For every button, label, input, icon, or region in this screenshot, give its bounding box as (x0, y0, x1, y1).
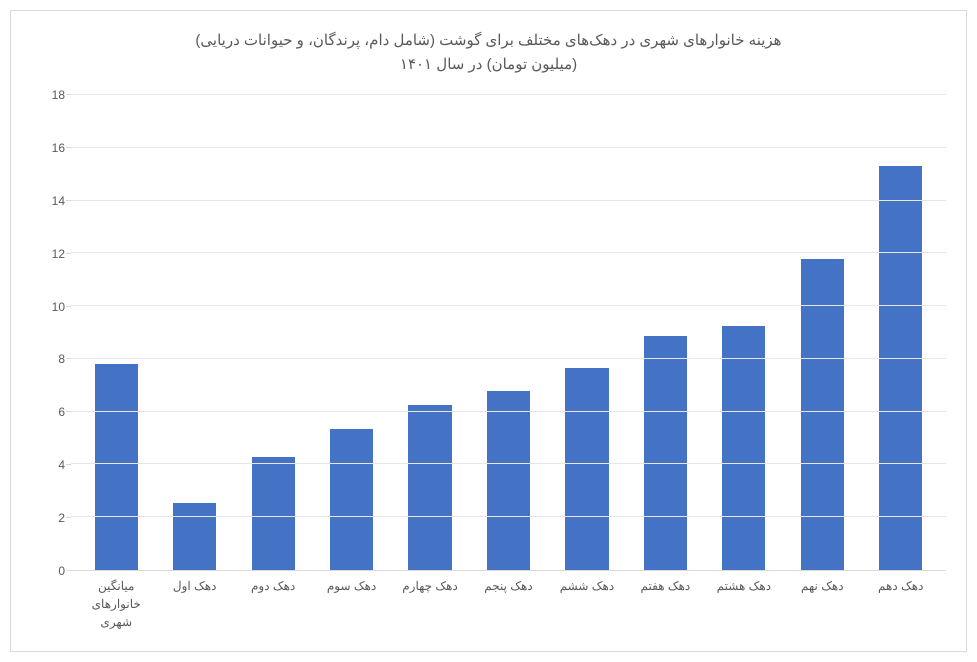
bar (565, 368, 608, 570)
y-tick-label: 10 (52, 300, 65, 314)
bar-slot (548, 95, 626, 570)
y-axis: 024681012141618 (31, 95, 71, 571)
bar (95, 364, 138, 570)
x-label: دهک سوم (312, 571, 390, 631)
plot-area (71, 95, 946, 571)
bar (722, 326, 765, 570)
bar (173, 503, 216, 570)
bar-slot (312, 95, 390, 570)
y-tick-label: 2 (58, 511, 65, 525)
y-tick-label: 16 (52, 141, 65, 155)
bar (330, 429, 373, 570)
x-label: دهک هفتم (626, 571, 704, 631)
bar-slot (705, 95, 783, 570)
y-tick-label: 14 (52, 194, 65, 208)
x-label: دهک ششم (548, 571, 626, 631)
chart-title-line2: (میلیون تومان) در سال ۱۴۰۱ (31, 53, 946, 77)
chart-title-line1: هزینه خانوارهای شهری در دهک‌های مختلف بر… (31, 29, 946, 53)
x-label: دهک نهم (783, 571, 861, 631)
x-axis: میانگین خانوارهای شهریدهک اولدهک دومدهک … (71, 571, 946, 631)
x-label: دهک دهم (862, 571, 940, 631)
y-tick-label: 0 (58, 564, 65, 578)
bar (879, 166, 922, 570)
bar-slot (155, 95, 233, 570)
bars-group (71, 95, 946, 570)
x-label: میانگین خانوارهای شهری (77, 571, 155, 631)
bar-slot (469, 95, 547, 570)
x-label: دهک اول (155, 571, 233, 631)
gridline (71, 252, 946, 253)
gridline (71, 147, 946, 148)
x-label: دهک دوم (234, 571, 312, 631)
bar (487, 391, 530, 570)
bar-slot (626, 95, 704, 570)
gridline (71, 411, 946, 412)
bar-slot (77, 95, 155, 570)
bar (644, 336, 687, 570)
x-label: دهک پنجم (469, 571, 547, 631)
bar (408, 405, 451, 570)
bar-slot (783, 95, 861, 570)
bar (252, 457, 295, 570)
plot-wrap: 024681012141618 (31, 95, 946, 571)
gridline (71, 200, 946, 201)
x-label: دهک هشتم (705, 571, 783, 631)
bar-slot (862, 95, 940, 570)
chart-title: هزینه خانوارهای شهری در دهک‌های مختلف بر… (31, 21, 946, 95)
bar-slot (234, 95, 312, 570)
gridline (71, 305, 946, 306)
gridline (71, 516, 946, 517)
y-tick-label: 8 (58, 352, 65, 366)
x-label: دهک چهارم (391, 571, 469, 631)
bar-slot (391, 95, 469, 570)
y-tick-label: 18 (52, 88, 65, 102)
y-tick-label: 12 (52, 247, 65, 261)
gridline (71, 463, 946, 464)
y-tick-label: 4 (58, 458, 65, 472)
chart-container: هزینه خانوارهای شهری در دهک‌های مختلف بر… (10, 10, 967, 652)
gridline (71, 94, 946, 95)
gridline (71, 358, 946, 359)
y-tick-label: 6 (58, 405, 65, 419)
